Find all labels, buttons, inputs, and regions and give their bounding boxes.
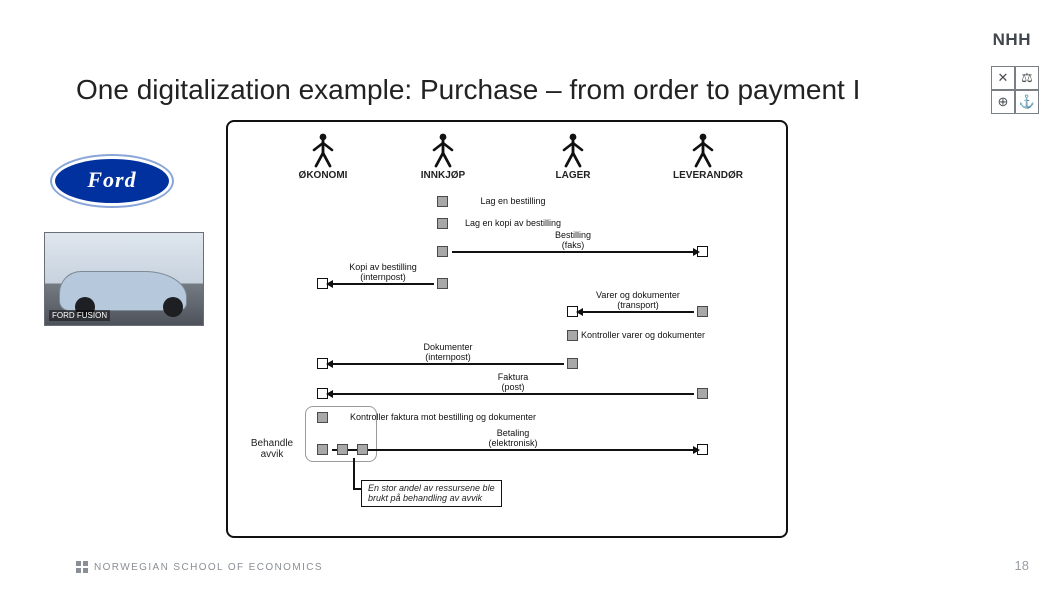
step-label: Kopi av bestilling(internpost) [349,263,417,283]
arrow [332,363,564,365]
actor-label: LAGER [543,170,603,181]
deviation-node [357,444,368,455]
deviation-label: Behandleavvik [242,438,302,460]
step-label: Dokumenter(internpost) [423,343,472,363]
actor-okonomi: ØKONOMI [293,132,353,181]
slide-title: One digitalization example: Purchase – f… [76,74,860,106]
deviation-node [337,444,348,455]
crest-cell: ✕ [991,66,1015,90]
step-origin [567,358,578,369]
step-label: Bestilling(faks) [555,231,591,251]
crest-cell: ⚓ [1015,90,1039,114]
arrow [332,283,434,285]
self-step [437,218,448,229]
step-origin [437,246,448,257]
actor-label: INNKJØP [413,170,473,181]
self-step [567,330,578,341]
step-label: Lag en bestilling [480,197,545,207]
self-step [437,196,448,207]
process-diagram: ØKONOMI INNKJØP LAGER LEVERANDØR Lag en best… [226,120,788,538]
crest-cell: ⊕ [991,90,1015,114]
step-origin [437,278,448,289]
arrow [582,311,694,313]
footer-brand-label: NORWEGIAN SCHOOL OF ECONOMICS [94,562,323,573]
step-origin [317,444,328,455]
actor-leverandor: LEVERANDØR [673,132,733,181]
step-label: Faktura(post) [498,373,529,393]
arrow [332,449,694,451]
step-label: Kontroller varer og dokumenter [581,331,705,341]
callout-note: En stor andel av ressursene blebrukt på … [361,480,502,507]
arrow [452,251,694,253]
org-abbrev: NHH [993,30,1031,50]
actor-lager: LAGER [543,132,603,181]
callout-tick [353,488,361,490]
actor-label: LEVERANDØR [673,170,733,181]
step-label: Varer og dokumenter(transport) [596,291,680,311]
callout-line [353,458,355,488]
car-photo: FORD FUSION [44,232,204,326]
arrow [332,393,694,395]
footer-brand: NORWEGIAN SCHOOL OF ECONOMICS [76,561,323,573]
page-number: 18 [1015,558,1029,573]
actor-label: ØKONOMI [293,170,353,181]
step-label: Betaling(elektronisk) [488,429,537,449]
step-origin [697,388,708,399]
actor-innkjop: INNKJØP [413,132,473,181]
ford-logo: Ford [52,156,172,206]
car-tag: FORD FUSION [49,310,110,321]
step-label: Kontroller faktura mot bestilling og dok… [350,413,536,423]
car-wheel [163,297,183,317]
step-label: Lag en kopi av bestilling [465,219,561,229]
crest-cell: ⚖ [1015,66,1039,90]
step-origin [697,306,708,317]
org-crest: ✕ ⚖ ⊕ ⚓ [991,66,1039,114]
